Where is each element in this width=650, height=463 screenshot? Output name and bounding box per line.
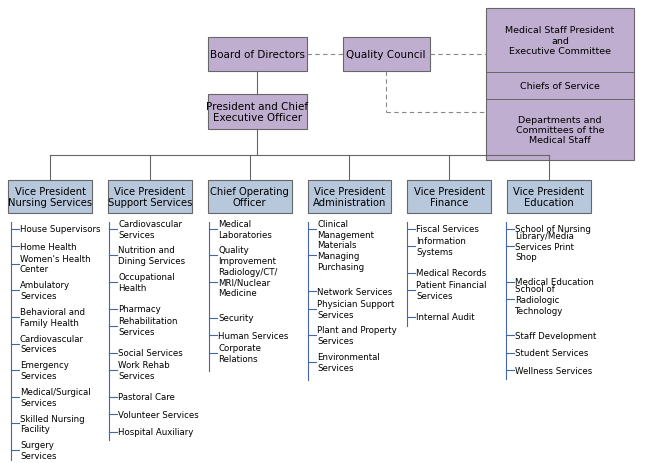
Text: Vice President
Finance: Vice President Finance — [413, 186, 485, 208]
Text: Network Services: Network Services — [317, 287, 393, 296]
Text: Emergency
Services: Emergency Services — [20, 361, 69, 380]
Text: Plant and Property
Services: Plant and Property Services — [317, 325, 397, 345]
Text: Wellness Services: Wellness Services — [515, 366, 593, 375]
Text: President and Chief
Executive Officer: President and Chief Executive Officer — [206, 101, 309, 123]
Text: Clinical
Management: Clinical Management — [317, 219, 374, 239]
Text: Materials
Managing
Purchasing: Materials Managing Purchasing — [317, 241, 365, 271]
FancyBboxPatch shape — [207, 95, 307, 130]
Text: Departments and
Committees of the
Medical Staff: Departments and Committees of the Medica… — [515, 115, 604, 145]
Text: Vice President
Education: Vice President Education — [514, 186, 584, 208]
FancyBboxPatch shape — [108, 181, 192, 213]
Text: Vice President
Support Services: Vice President Support Services — [108, 186, 192, 208]
Text: Internal Audit: Internal Audit — [417, 313, 475, 322]
Text: Pastoral Care: Pastoral Care — [118, 393, 176, 401]
Text: Human Services: Human Services — [218, 331, 289, 340]
Text: Board of Directors: Board of Directors — [210, 50, 305, 60]
Text: Volunteer Services: Volunteer Services — [118, 410, 199, 419]
Text: Medical
Laboratories: Medical Laboratories — [218, 219, 272, 239]
Text: Physician Support
Services: Physician Support Services — [317, 299, 395, 319]
Text: Radiology/CT/
MRI/Nuclear
Medicine: Radiology/CT/ MRI/Nuclear Medicine — [218, 267, 278, 298]
FancyBboxPatch shape — [307, 181, 391, 213]
Text: Fiscal Services: Fiscal Services — [417, 225, 479, 234]
Text: School of
Radiologic
Technology: School of Radiologic Technology — [515, 285, 564, 315]
Text: Medical Records: Medical Records — [417, 269, 487, 278]
Text: Ambulatory
Services: Ambulatory Services — [20, 281, 70, 300]
Text: Student Services: Student Services — [515, 349, 589, 357]
Text: Staff Development: Staff Development — [515, 331, 597, 340]
Text: Chief Operating
Officer: Chief Operating Officer — [210, 186, 289, 208]
Text: House Supervisors: House Supervisors — [20, 225, 101, 234]
Text: Cardiovascular
Services: Cardiovascular Services — [20, 334, 84, 354]
Text: Nutrition and
Dining Services: Nutrition and Dining Services — [118, 246, 185, 266]
Text: Security: Security — [218, 313, 254, 323]
Text: Behavioral and
Family Health: Behavioral and Family Health — [20, 307, 85, 327]
Text: Medical/Surgical
Services: Medical/Surgical Services — [20, 387, 90, 407]
Text: Chiefs of Service: Chiefs of Service — [520, 82, 600, 91]
FancyBboxPatch shape — [507, 181, 591, 213]
Text: Social Services: Social Services — [118, 349, 183, 357]
Text: Skilled Nursing
Facility: Skilled Nursing Facility — [20, 414, 84, 433]
FancyBboxPatch shape — [343, 38, 430, 72]
FancyBboxPatch shape — [8, 181, 92, 213]
Text: Work Rehab
Services: Work Rehab Services — [118, 361, 170, 380]
FancyBboxPatch shape — [207, 38, 307, 72]
Text: Quality Council: Quality Council — [346, 50, 426, 60]
Text: Medical Education: Medical Education — [515, 278, 594, 287]
Text: Hospital Auxiliary: Hospital Auxiliary — [118, 427, 194, 436]
Text: Library/Media
Services Print
Shop: Library/Media Services Print Shop — [515, 232, 575, 262]
Text: Cardiovascular
Services: Cardiovascular Services — [118, 219, 183, 239]
Text: Rehabilitation
Services: Rehabilitation Services — [118, 317, 178, 336]
Text: Home Health: Home Health — [20, 242, 77, 251]
Text: Occupational
Health: Occupational Health — [118, 273, 175, 292]
FancyBboxPatch shape — [408, 181, 491, 213]
Text: Surgery
Services: Surgery Services — [20, 440, 57, 460]
Text: School of Nursing: School of Nursing — [515, 225, 592, 234]
Text: Patient Financial
Services: Patient Financial Services — [417, 281, 487, 300]
Text: Information
Systems: Information Systems — [417, 237, 466, 257]
Text: Women's Health
Center: Women's Health Center — [20, 254, 90, 274]
Text: Environmental
Services: Environmental Services — [317, 352, 380, 372]
FancyBboxPatch shape — [208, 181, 292, 213]
Text: Vice President
Administration: Vice President Administration — [313, 186, 386, 208]
Text: Quality
Improvement: Quality Improvement — [218, 246, 276, 266]
FancyBboxPatch shape — [486, 9, 634, 161]
Text: Medical Staff President
and
Executive Committee: Medical Staff President and Executive Co… — [505, 26, 614, 56]
Text: Vice President
Nursing Services: Vice President Nursing Services — [8, 186, 92, 208]
Text: Corporate
Relations: Corporate Relations — [218, 343, 261, 363]
Text: Pharmacy: Pharmacy — [118, 305, 161, 313]
